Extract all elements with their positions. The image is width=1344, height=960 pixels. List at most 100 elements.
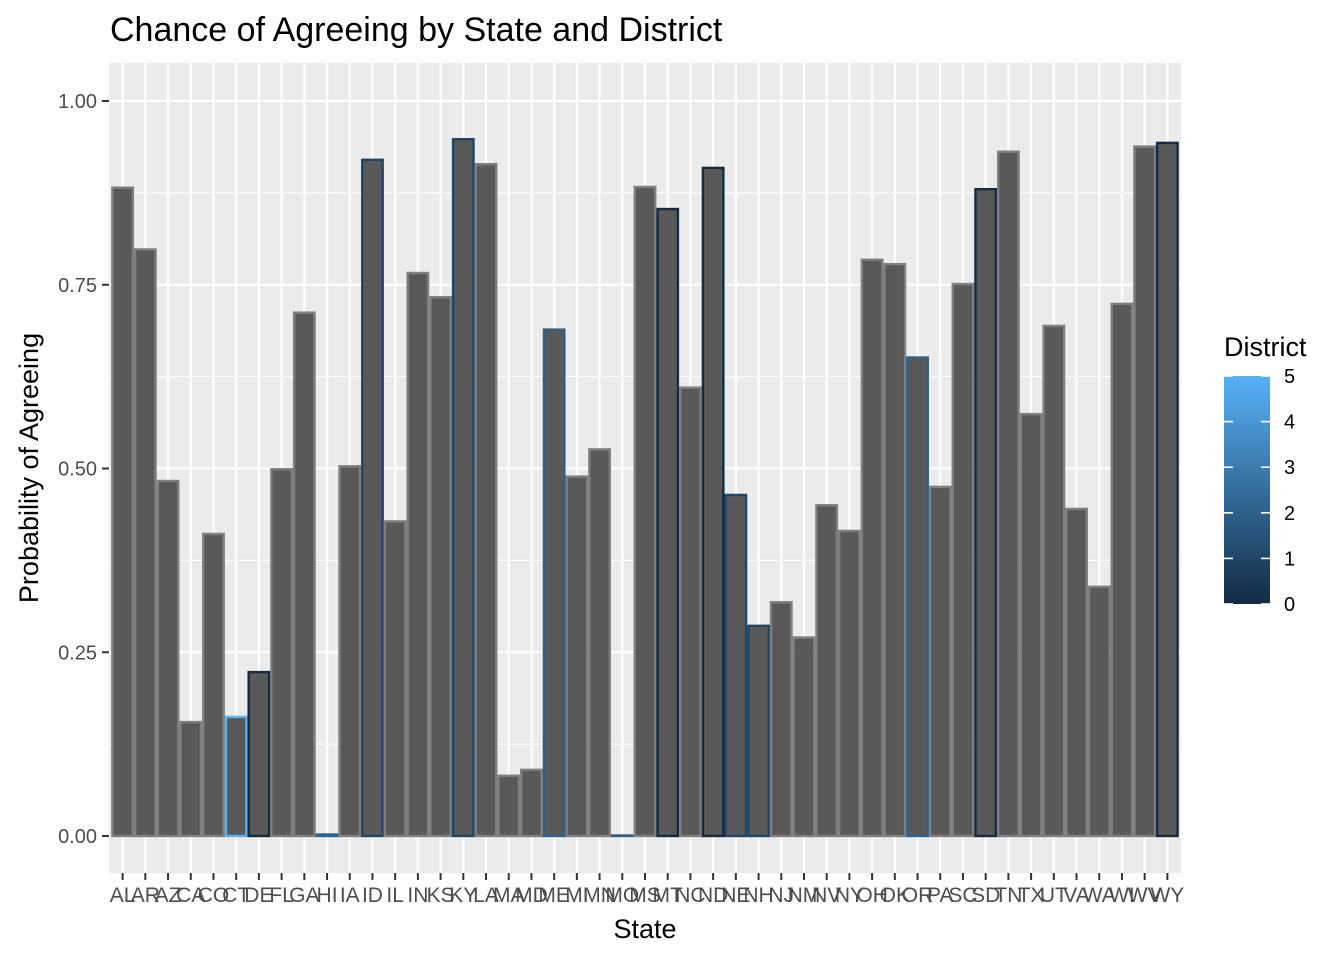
x-tick-label: CA (176, 884, 205, 907)
x-tick-label: NV (812, 884, 841, 907)
bar-nd (701, 166, 725, 838)
x-tick-label: OH (856, 884, 888, 907)
legend-tick-label: 2 (1284, 503, 1295, 525)
x-tick-label: NE (721, 884, 750, 907)
x-tick-label: WY (1150, 884, 1184, 907)
x-tick-label: VA (1063, 884, 1089, 907)
bar-ky (451, 138, 475, 838)
x-tick-label: NY (835, 884, 864, 907)
x-tick-label: MI (565, 884, 588, 907)
bar-nc (679, 386, 702, 838)
x-axis-title: State (613, 914, 676, 944)
x-tick-label: CO (198, 884, 230, 907)
bar-sd (974, 187, 998, 838)
y-tick-label: 0.75 (58, 275, 97, 297)
bar-la (474, 163, 498, 838)
x-tick-label: KY (449, 884, 477, 907)
bar-va (1065, 507, 1088, 838)
bar-az (156, 479, 180, 838)
y-tick-label: 1.00 (58, 91, 97, 113)
x-tick-label: NC (675, 884, 705, 907)
x-tick-label: GA (289, 884, 319, 907)
bar-al (111, 186, 135, 838)
bar-nm (792, 636, 816, 838)
legend-colorbar (1224, 376, 1270, 604)
bar-ca (179, 720, 203, 838)
x-tick-label: PA (927, 884, 953, 907)
legend-tick-label: 3 (1284, 457, 1295, 479)
x-tick-label: ID (362, 884, 383, 907)
bar-mt (656, 207, 680, 838)
x-tick-label: AR (131, 884, 160, 907)
x-tick-label: WA (1083, 884, 1116, 907)
bar-or (906, 356, 929, 838)
bar-nv (815, 504, 839, 838)
bar-wv (1133, 145, 1157, 838)
x-tick-label: DE (244, 884, 273, 907)
x-tick-label: CT (222, 884, 250, 907)
y-axis-title: Probability of Agreeing (14, 333, 44, 603)
x-tick-label: UT (1040, 884, 1068, 907)
bar-ut (1042, 324, 1066, 838)
x-tick-label: ME (538, 884, 570, 907)
x-tick-label: NH (743, 884, 773, 907)
x-tick-label: AZ (155, 884, 182, 907)
x-tick-label: TX (1018, 884, 1045, 907)
bar-mo (610, 834, 634, 838)
legend-tick-label: 4 (1284, 412, 1295, 434)
x-tick-label: MS (629, 884, 661, 907)
bar-nh (747, 624, 770, 838)
bar-de (247, 670, 271, 838)
x-tick-label: MD (515, 884, 548, 907)
x-tick-label: KS (427, 884, 455, 907)
chart-title: Chance of Agreeing by State and District (110, 11, 723, 49)
bar-ma (497, 774, 521, 838)
x-tick-label: TN (994, 884, 1022, 907)
bar-ok (883, 262, 907, 838)
x-tick-label: NJ (768, 884, 794, 907)
bar-mi (565, 475, 589, 838)
bar-hi (315, 833, 339, 838)
bar-ga (292, 311, 316, 838)
bar-wy (1155, 141, 1179, 838)
x-tick-label: LA (473, 884, 499, 907)
x-tick-label: OR (902, 884, 934, 907)
bar-id (361, 158, 384, 838)
legend-ticks: 0 1 2 3 4 5 (1224, 366, 1295, 616)
x-tick-label: IA (340, 884, 360, 907)
x-tick-label: AL (110, 884, 136, 907)
bar-wa (1087, 585, 1111, 838)
x-tick-label: MN (583, 884, 616, 907)
y-tick-label: 0.00 (58, 826, 97, 848)
legend-tick-label: 0 (1284, 594, 1295, 616)
bar-tn (996, 150, 1020, 838)
bar-ks (429, 296, 453, 838)
bar-ny (837, 529, 861, 838)
bar-ia (338, 465, 362, 838)
bar-ms (633, 185, 657, 838)
x-tick-label: SD (971, 884, 1000, 907)
legend: District 0 1 2 3 4 5 (1224, 332, 1307, 616)
x-tick-label: IN (407, 884, 428, 907)
legend-title: District (1224, 332, 1307, 362)
x-tick-label: MO (605, 884, 639, 907)
bar-pa (928, 485, 952, 838)
x-tick-label: FL (269, 884, 294, 907)
x-tick-label: HI (317, 884, 338, 907)
x-tick-label: IL (386, 884, 404, 907)
x-tick-label: NM (788, 884, 821, 907)
x-tick-label: SC (948, 884, 977, 907)
x-tick-label: ND (698, 884, 728, 907)
bar-mn (588, 448, 611, 838)
bar-nj (769, 601, 793, 838)
bar-me (542, 328, 566, 838)
bar-ct (224, 715, 248, 838)
y-tick-label: 0.25 (58, 642, 97, 664)
bars (111, 138, 1179, 838)
bar-in (406, 271, 430, 838)
x-tick-label: OK (880, 884, 910, 907)
bar-sc (951, 282, 975, 838)
bar-co (202, 532, 225, 838)
